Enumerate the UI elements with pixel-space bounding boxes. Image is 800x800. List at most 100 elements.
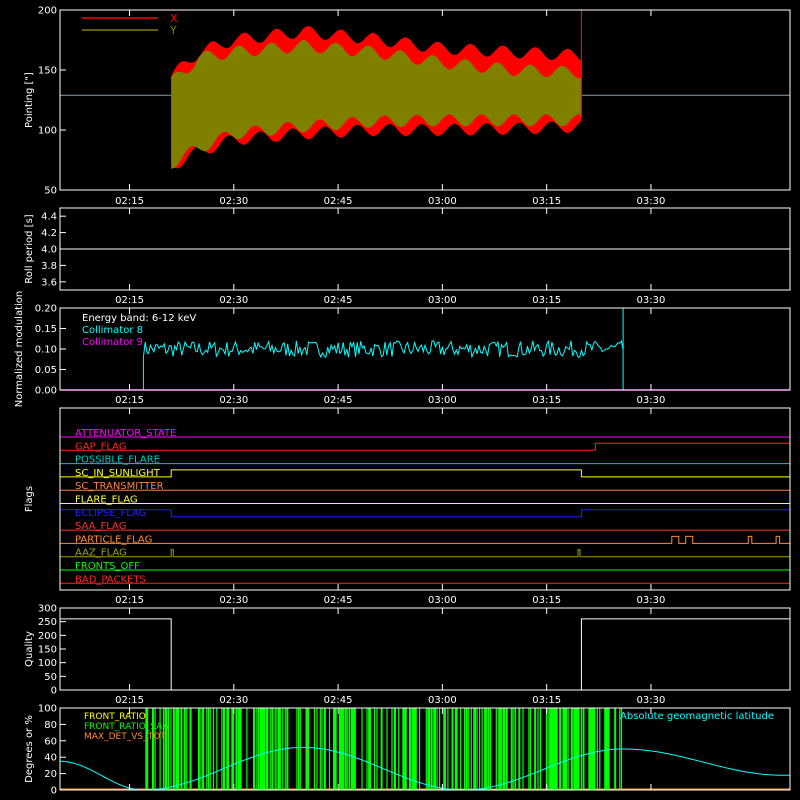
flags-panel: ATTENUATOR_STATE GAP_FLAG POSSIBLE_FLARE SC…: [24, 407, 791, 606]
flag-label: SAA_FLAG: [75, 521, 126, 532]
y-tick-label: 4.4: [41, 212, 57, 223]
pointing-legend: XY: [82, 12, 178, 37]
flag-label: FLARE_FLAG: [75, 495, 138, 506]
time-tick-label: 03:30: [637, 595, 666, 606]
time-tick-label: 02:30: [219, 695, 248, 706]
quality-frame: [59, 607, 791, 691]
time-tick-label: 03:15: [532, 196, 561, 207]
roll-period-panel: 02:15 02:30 02:45 03:00 03:15 03:30 3.6 3.8 4.0 4…: [24, 207, 791, 306]
roll-period-axes: 02:15 02:30 02:45 03:00 03:15 03:30 3.6 3.8 4.0 4…: [41, 208, 665, 306]
legend-label-geomag: Absolute geomagnetic latitude: [620, 711, 774, 722]
time-tick-label: 02:30: [219, 295, 248, 306]
quality-panel: 02:15 02:30 02:45 03:00 03:15 03:30 0 50 100 150 2…: [24, 604, 791, 707]
ratios-panel: 0 20 40 60 80 100 Degrees or % FRONT_RATIOFRO…: [24, 704, 791, 797]
modulation-axes: 02:15 02:30 02:45 03:00 03:15 03:30 0.00 0.05 0.…: [35, 304, 666, 407]
y-tick-label: 300: [38, 604, 57, 615]
time-tick-label: 02:30: [219, 395, 248, 406]
ratios-legend: FRONT_RATIOFRONT_RATIO_SAAMAX_DET_VS_TOT…: [84, 711, 774, 742]
pointing-frame: [59, 9, 791, 191]
time-tick-label: 02:15: [115, 395, 144, 406]
flag-label: GAP_FLAG: [75, 441, 127, 452]
quality-data: [60, 618, 790, 691]
energy-band-annotation: Energy band: 6-12 keV: [82, 313, 196, 324]
flags-ylabel: Flags: [24, 486, 35, 512]
time-tick-label: 02:45: [324, 395, 353, 406]
modulation-ylabel: Normalized modulation: [14, 291, 25, 408]
quality-line: [60, 618, 790, 691]
ratios-frame: [59, 707, 791, 791]
legend-label-ratio: FRONT_RATIO_SAA: [84, 722, 170, 732]
y-tick-label: 4.2: [41, 228, 57, 239]
time-tick-label: 03:00: [428, 695, 457, 706]
legend-label-collimator-8: Collimator 8: [82, 325, 143, 336]
pointing-axes: 02:15 02:30 02:45 03:00 03:15 03:30 50 100 150 20…: [38, 6, 665, 208]
flag-label: SC_TRANSMITTER: [75, 481, 164, 492]
flag-label: ATTENUATOR_STATE: [75, 428, 176, 439]
time-tick-label: 02:45: [324, 695, 353, 706]
time-tick-label: 02:15: [115, 295, 144, 306]
ratios-axes: 0 20 40 60 80 100: [38, 704, 652, 797]
y-tick-label: 4.0: [41, 245, 57, 256]
y-tick-label: 0: [51, 686, 57, 697]
flag-label: FRONTS_OFF: [75, 561, 140, 572]
time-tick-label: 03:00: [428, 595, 457, 606]
time-tick-label: 02:30: [219, 595, 248, 606]
flag-line: [60, 535, 790, 544]
roll-period-ylabel: Roll period [s]: [24, 214, 35, 283]
y-tick-label: 3.8: [41, 261, 57, 272]
time-tick-label: 03:30: [637, 295, 666, 306]
y-tick-label: 150: [38, 645, 57, 656]
time-tick-label: 02:30: [219, 196, 248, 207]
time-tick-label: 03:15: [532, 595, 561, 606]
legend-label-ratio: FRONT_RATIO: [84, 712, 146, 722]
y-tick-label: 150: [38, 66, 57, 77]
legend-label-collimator-9: Collimator 9: [82, 337, 143, 348]
time-tick-label: 03:30: [637, 395, 666, 406]
y-tick-label: 100: [38, 658, 57, 669]
time-tick-label: 03:00: [428, 196, 457, 207]
flag-label: SC_IN_SUNLIGHT: [75, 468, 161, 479]
ratios-ylabel: Degrees or %: [24, 715, 35, 783]
y-tick-label: 0.20: [35, 304, 57, 315]
legend-label-y: Y: [169, 24, 177, 37]
flag-label: ECLIPSE_FLAG: [75, 508, 146, 519]
flag-line: [60, 549, 790, 558]
time-tick-label: 03:00: [428, 295, 457, 306]
y-tick-label: 3.6: [41, 277, 57, 288]
time-tick-label: 02:15: [115, 595, 144, 606]
legend-label-ratio: MAX_DET_VS_TOT: [84, 732, 166, 742]
y-tick-label: 0.05: [35, 365, 57, 376]
flag-label: BAD_PACKETS: [75, 574, 146, 585]
legend-label-x: X: [170, 12, 178, 25]
pointing-data: [60, 10, 790, 169]
time-tick-label: 03:00: [428, 395, 457, 406]
y-tick-label: 100: [38, 126, 57, 137]
flag-line: [60, 442, 791, 451]
time-tick-label: 02:45: [324, 295, 353, 306]
pointing-ylabel: Pointing ["]: [24, 72, 35, 128]
y-tick-label: 60: [44, 736, 57, 747]
time-tick-label: 03:15: [532, 395, 561, 406]
y-tick-label: 80: [44, 720, 57, 731]
time-tick-label: 03:15: [532, 295, 561, 306]
flag-line: [59, 509, 791, 518]
y-tick-label: 250: [38, 617, 57, 628]
quality-ylabel: Quality: [24, 631, 35, 667]
quality-axes: 02:15 02:30 02:45 03:00 03:15 03:30 0 50 100 150 2…: [38, 604, 665, 707]
flag-label: AAZ_FLAG: [75, 548, 127, 559]
y-tick-label: 0.00: [35, 386, 57, 397]
y-tick-label: 200: [38, 6, 57, 17]
y-tick-label: 200: [38, 631, 57, 642]
flag-line: [60, 469, 790, 478]
time-tick-label: 02:45: [324, 595, 353, 606]
time-tick-label: 03:15: [532, 695, 561, 706]
y-tick-label: 0.10: [35, 345, 57, 356]
flag-label: PARTICLE_FLAG: [75, 534, 152, 545]
y-tick-label: 100: [38, 704, 57, 715]
y-tick-label: 0.15: [35, 324, 57, 335]
flags-data: ATTENUATOR_STATE GAP_FLAG POSSIBLE_FLARE SC…: [59, 428, 791, 585]
pointing-panel: 02:15 02:30 02:45 03:00 03:15 03:30 50 100 150 20…: [24, 6, 791, 208]
time-tick-label: 03:30: [637, 695, 666, 706]
